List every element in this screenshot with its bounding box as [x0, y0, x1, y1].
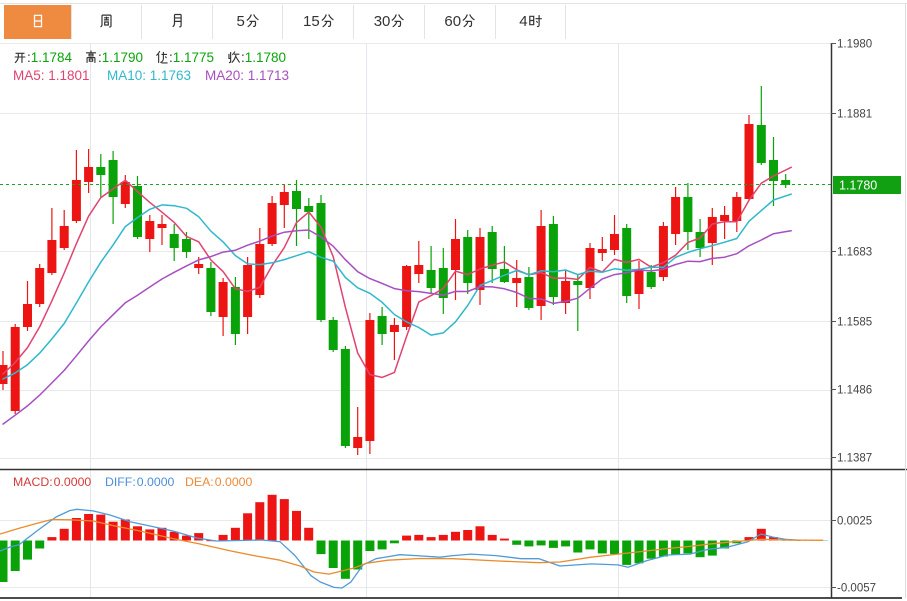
svg-text:1.1881: 1.1881 — [837, 109, 872, 121]
svg-text:1.1486: 1.1486 — [837, 385, 872, 397]
svg-text:0.0025: 0.0025 — [837, 516, 872, 528]
svg-text:1.1780: 1.1780 — [839, 179, 877, 193]
svg-text:1.1683: 1.1683 — [837, 247, 872, 259]
svg-text:1.1387: 1.1387 — [837, 453, 872, 465]
svg-text:1.1585: 1.1585 — [837, 317, 872, 329]
svg-text:-0.0057: -0.0057 — [837, 583, 876, 595]
svg-text:1.1980: 1.1980 — [837, 39, 872, 51]
